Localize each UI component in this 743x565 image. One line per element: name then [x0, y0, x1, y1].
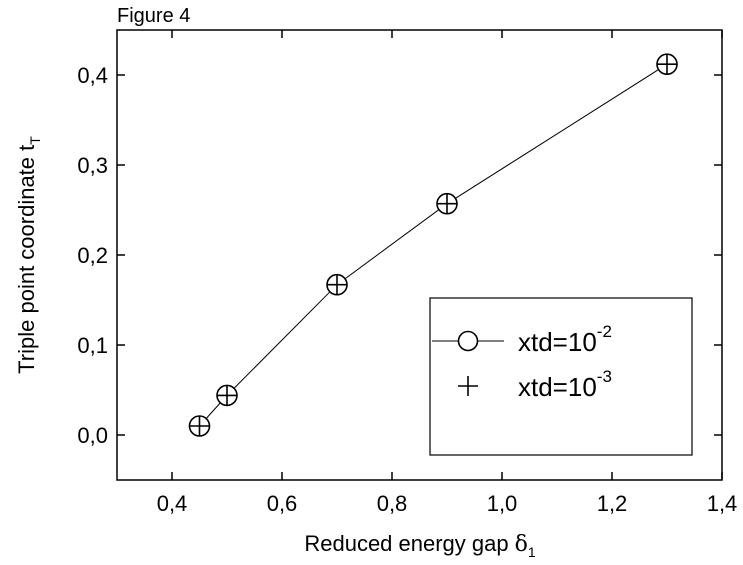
legend-box: [429, 297, 693, 456]
legend: xtd=10-2 xtd=10-3: [429, 297, 693, 456]
y-axis-title: Triple point coordinate tT: [14, 136, 43, 374]
x-axis-title-text: Reduced energy gap: [304, 531, 508, 556]
legend-entry-2: xtd=10-3: [518, 367, 612, 402]
series-layer: [188, 53, 678, 437]
x-tick-label: 0,8: [377, 491, 408, 516]
legend-circle-marker: [457, 330, 479, 352]
x-axis-title: Reduced energy gap δ1: [304, 531, 536, 560]
legend-entry-1-exponent: -2: [597, 322, 612, 341]
legend-entry-2-exponent: -3: [597, 367, 612, 386]
legend-entry-1-label: xtd=10: [518, 327, 597, 357]
x-tick-label: 1,4: [707, 491, 738, 516]
x-tick-label: 1,2: [597, 491, 628, 516]
x-tick-label: 0,4: [157, 491, 188, 516]
x-tick-label: 0,6: [267, 491, 298, 516]
data-point-plus: [657, 54, 677, 75]
y-axis-title-text: Triple point coordinate t: [14, 145, 39, 374]
y-tick-label: 0,3: [77, 153, 108, 178]
y-tick-label: 0,2: [77, 243, 108, 268]
x-tick-label: 1,0: [487, 491, 518, 516]
y-tick-label: 0,0: [77, 423, 108, 448]
x-axis-title-subscript: 1: [528, 544, 536, 560]
axis-ticks: [117, 30, 723, 480]
data-point-plus: [327, 274, 347, 295]
tick-labels: 0,4 0,6 0,8 1,0 1,2 1,4 0,0 0,1 0,2 0,3 0,4: [77, 63, 737, 516]
data-point-plus: [189, 416, 210, 436]
legend-entry-1: xtd=10-2: [518, 322, 612, 357]
y-tick-label: 0,1: [77, 333, 108, 358]
data-point-plus: [217, 385, 237, 406]
y-tick-label: 0,4: [77, 63, 108, 88]
y-axis-title-subscript: T: [27, 136, 43, 145]
x-axis-title-symbol: δ: [515, 532, 528, 557]
data-point-plus: [437, 193, 457, 214]
legend-entry-2-label: xtd=10: [518, 372, 597, 402]
figure-label: Figure 4: [117, 5, 190, 27]
